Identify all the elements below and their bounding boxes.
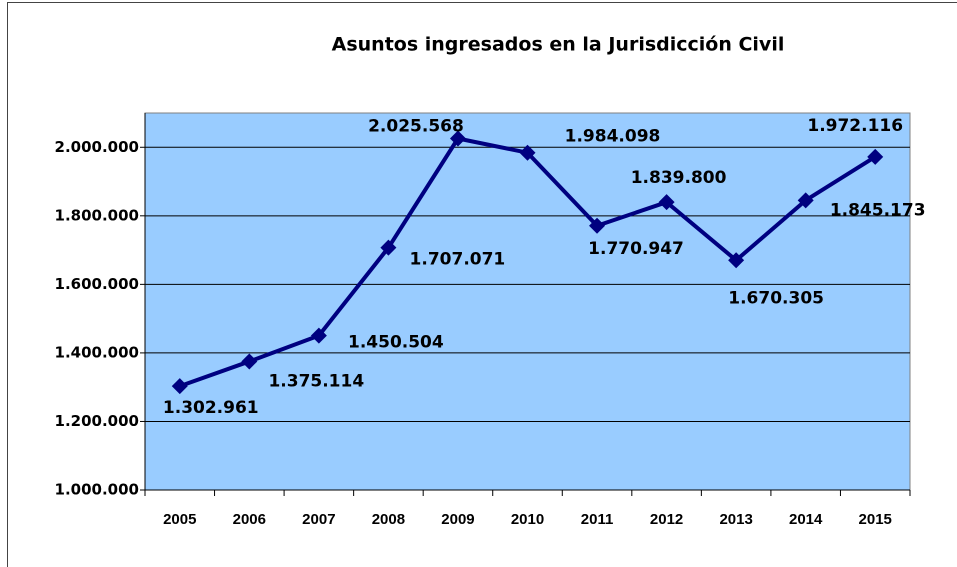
y-tick-label: 1.400.000: [55, 343, 139, 361]
data-label: 1.845.173: [830, 200, 926, 220]
plot-area: [144, 112, 911, 491]
marker: [449, 130, 466, 147]
data-label: 1.839.800: [631, 168, 727, 188]
marker: [380, 239, 397, 256]
y-tick-label: 1.600.000: [55, 275, 139, 293]
marker: [728, 252, 745, 269]
marker: [589, 217, 606, 234]
x-tick-label: 2005: [163, 511, 196, 528]
marker: [310, 327, 327, 344]
y-tick-label: 1.800.000: [55, 206, 139, 224]
x-tick-label: 2014: [789, 511, 823, 528]
data-label: 1.972.116: [807, 116, 903, 136]
x-tick-label: 2012: [650, 511, 683, 528]
data-label: 1.770.947: [588, 239, 684, 259]
marker: [867, 148, 884, 165]
data-label: 1.707.071: [410, 250, 506, 270]
marker: [171, 378, 188, 395]
data-label: 2.025.568: [368, 117, 464, 137]
x-tick-label: 2011: [581, 511, 614, 528]
data-label: 1.984.098: [565, 127, 661, 147]
x-tick-label: 2007: [302, 511, 335, 528]
x-tick-label: 2008: [372, 511, 405, 528]
chart-title: Asuntos ingresados en la Jurisdicción Ci…: [332, 34, 785, 56]
marker: [241, 353, 258, 370]
y-tick-label: 2.000.000: [55, 138, 139, 156]
y-tick-label: 1.200.000: [55, 412, 139, 430]
y-tick-label: 1.000.000: [55, 481, 139, 499]
marker: [658, 194, 675, 211]
x-tick-label: 2009: [441, 511, 474, 528]
x-tick-label: 2015: [859, 511, 892, 528]
data-label: 1.302.961: [163, 398, 259, 418]
marker: [519, 144, 536, 161]
data-label: 1.375.114: [268, 371, 364, 391]
marker: [797, 192, 814, 209]
data-label: 1.670.305: [728, 288, 824, 308]
x-tick-label: 2010: [511, 511, 544, 528]
data-label: 1.450.504: [348, 333, 444, 353]
x-tick-label: 2006: [233, 511, 266, 528]
x-tick-label: 2013: [719, 511, 752, 528]
